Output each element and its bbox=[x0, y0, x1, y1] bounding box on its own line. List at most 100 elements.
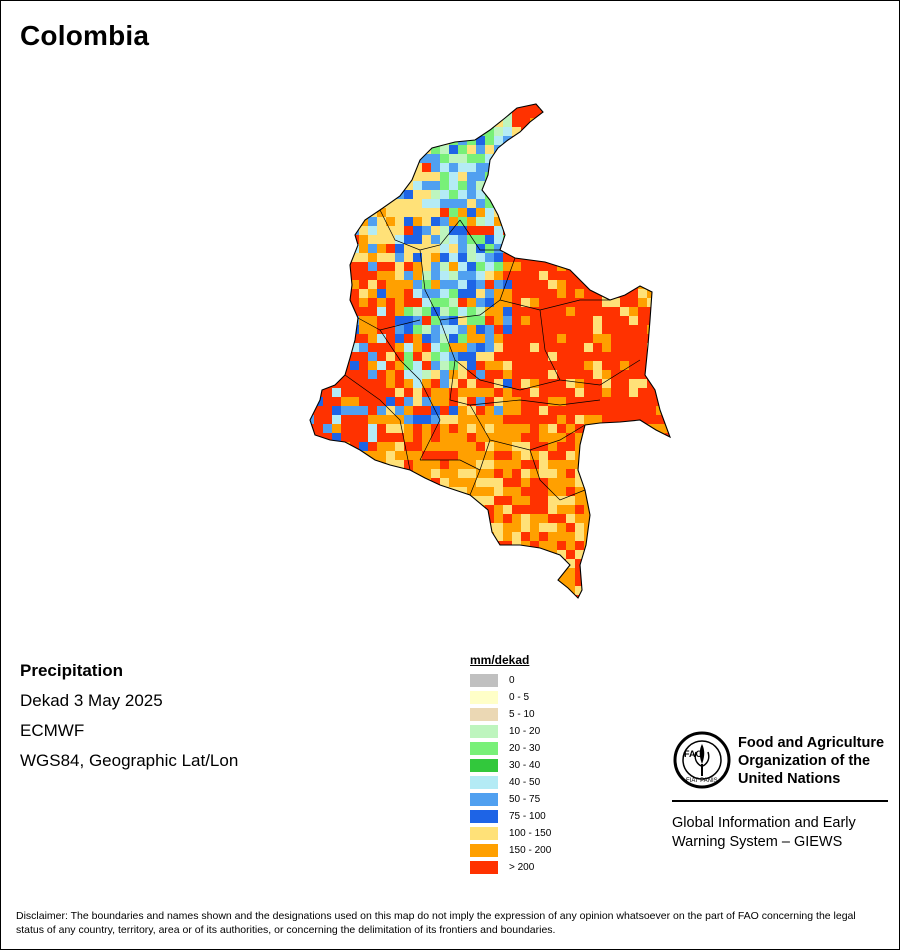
precip-cell bbox=[395, 379, 404, 388]
precip-cell bbox=[656, 307, 665, 316]
precip-cell bbox=[647, 370, 656, 379]
precip-cell bbox=[548, 370, 557, 379]
precip-cell bbox=[629, 586, 638, 595]
precip-cell bbox=[431, 145, 440, 154]
precip-cell bbox=[557, 514, 566, 523]
precip-cell bbox=[611, 577, 620, 586]
precip-cell bbox=[413, 595, 422, 598]
precip-cell bbox=[593, 280, 602, 289]
precip-cell bbox=[620, 550, 629, 559]
precip-cell bbox=[485, 460, 494, 469]
precip-cell bbox=[377, 451, 386, 460]
precip-cell bbox=[377, 568, 386, 577]
precip-cell bbox=[647, 307, 656, 316]
precip-cell bbox=[566, 172, 575, 181]
precip-cell bbox=[341, 298, 350, 307]
precip-cell bbox=[485, 352, 494, 361]
legend-item: 100 - 150 bbox=[470, 825, 551, 842]
precip-cell bbox=[521, 550, 530, 559]
precip-cell bbox=[494, 271, 503, 280]
precip-cell bbox=[422, 307, 431, 316]
precip-cell bbox=[368, 514, 377, 523]
precip-cell bbox=[656, 172, 665, 181]
precip-cell bbox=[359, 262, 368, 271]
precip-cell bbox=[332, 334, 341, 343]
precip-cell bbox=[503, 595, 512, 598]
precip-cell bbox=[350, 433, 359, 442]
precip-cell bbox=[593, 532, 602, 541]
precip-cell bbox=[350, 469, 359, 478]
precip-cell bbox=[386, 532, 395, 541]
precip-cell bbox=[611, 208, 620, 217]
precip-cell bbox=[665, 451, 670, 460]
precip-cell bbox=[611, 190, 620, 199]
precip-cell bbox=[548, 325, 557, 334]
precip-cell bbox=[404, 379, 413, 388]
fao-emblem-icon: FAO FIAT PANIS bbox=[673, 731, 731, 789]
precip-cell bbox=[431, 118, 440, 127]
precip-cell bbox=[638, 496, 647, 505]
precip-cell bbox=[656, 388, 665, 397]
precip-cell bbox=[638, 262, 647, 271]
precip-cell bbox=[323, 316, 332, 325]
precip-cell bbox=[566, 595, 575, 598]
precip-cell bbox=[584, 559, 593, 568]
precip-cell bbox=[557, 370, 566, 379]
precip-cell bbox=[647, 208, 656, 217]
precip-cell bbox=[467, 334, 476, 343]
precip-cell bbox=[413, 298, 422, 307]
precip-cell bbox=[314, 523, 323, 532]
precip-cell bbox=[404, 397, 413, 406]
precip-cell bbox=[557, 541, 566, 550]
precip-cell bbox=[665, 280, 670, 289]
precip-cell bbox=[332, 514, 341, 523]
precip-cell bbox=[341, 127, 350, 136]
precip-cell bbox=[485, 442, 494, 451]
precip-cell bbox=[467, 424, 476, 433]
precip-cell bbox=[310, 370, 314, 379]
precip-cell bbox=[422, 361, 431, 370]
precip-cell bbox=[440, 586, 449, 595]
precip-cell bbox=[611, 325, 620, 334]
precip-cell bbox=[593, 226, 602, 235]
precip-cell bbox=[368, 217, 377, 226]
precip-cell bbox=[458, 104, 467, 109]
precip-cell bbox=[413, 208, 422, 217]
precip-cell bbox=[494, 352, 503, 361]
precip-cell bbox=[368, 460, 377, 469]
precip-cell bbox=[593, 154, 602, 163]
precip-cell bbox=[521, 361, 530, 370]
precip-cell bbox=[584, 172, 593, 181]
precip-cell bbox=[602, 388, 611, 397]
precip-cell bbox=[323, 397, 332, 406]
precip-cell bbox=[314, 136, 323, 145]
precip-cell bbox=[440, 487, 449, 496]
precip-cell bbox=[602, 406, 611, 415]
precip-cell bbox=[584, 307, 593, 316]
precip-cell bbox=[467, 379, 476, 388]
precip-cell bbox=[512, 460, 521, 469]
precip-cell bbox=[332, 208, 341, 217]
precip-cell bbox=[530, 109, 539, 118]
precip-cell bbox=[359, 559, 368, 568]
precip-cell bbox=[602, 104, 611, 109]
precip-cell bbox=[413, 550, 422, 559]
precip-cell bbox=[593, 190, 602, 199]
precip-cell bbox=[350, 406, 359, 415]
precip-cell bbox=[656, 325, 665, 334]
precip-cell bbox=[656, 487, 665, 496]
precip-cell bbox=[314, 163, 323, 172]
precip-cell bbox=[368, 595, 377, 598]
precip-cell bbox=[449, 568, 458, 577]
precip-cell bbox=[449, 361, 458, 370]
precip-cell bbox=[575, 298, 584, 307]
precip-cell bbox=[512, 415, 521, 424]
precip-cell bbox=[467, 478, 476, 487]
precip-cell bbox=[548, 505, 557, 514]
precip-cell bbox=[548, 316, 557, 325]
precip-cell bbox=[593, 568, 602, 577]
precip-cell bbox=[602, 550, 611, 559]
precip-cell bbox=[557, 397, 566, 406]
precip-cell bbox=[611, 235, 620, 244]
precip-cell bbox=[476, 352, 485, 361]
